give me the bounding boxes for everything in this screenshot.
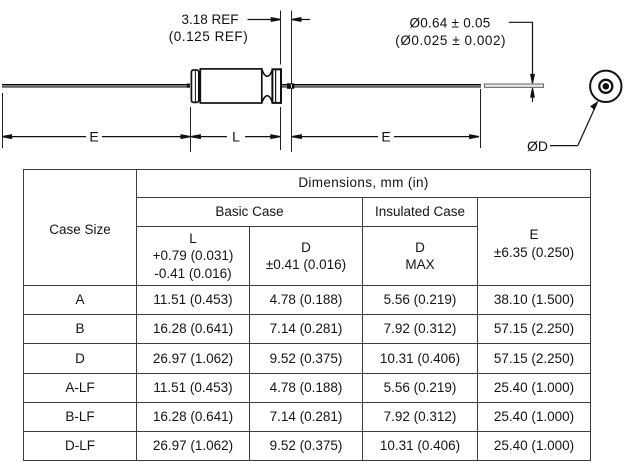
svg-text:Ø0.64 ± 0.05: Ø0.64 ± 0.05	[410, 16, 491, 31]
svg-text:L: L	[232, 129, 240, 145]
svg-text:E: E	[381, 129, 390, 145]
svg-text:E: E	[89, 129, 98, 145]
svg-text:(Ø0.025 ± 0.002): (Ø0.025 ± 0.002)	[395, 33, 506, 48]
svg-text:ØD: ØD	[527, 138, 548, 154]
svg-text:(0.125 REF): (0.125 REF)	[169, 29, 249, 44]
svg-text:3.18 REF: 3.18 REF	[181, 12, 238, 27]
